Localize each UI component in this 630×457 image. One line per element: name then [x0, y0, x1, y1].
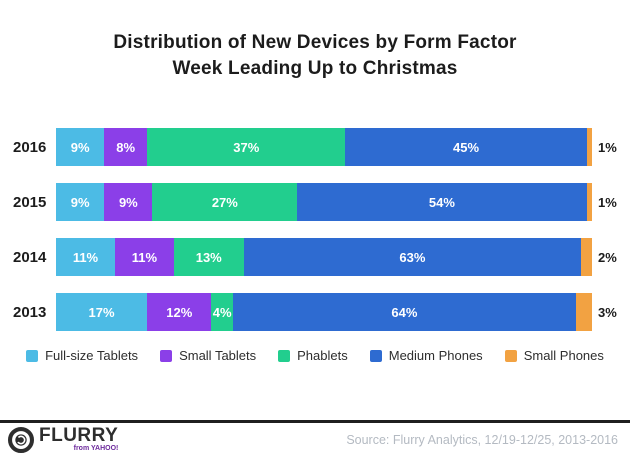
bar-track: 11% 11% 13% 63%: [56, 238, 592, 276]
bar-segment: 64%: [232, 293, 576, 331]
chart-row: 2013 17% 12% 4% 64% 3%: [0, 293, 630, 331]
bar-segment: 63%: [243, 238, 582, 276]
bar-segment: 12%: [147, 293, 212, 331]
row-year-label: 2013: [13, 303, 47, 321]
bar-segment: [581, 238, 592, 276]
bar-segment: 37%: [147, 128, 346, 166]
chart-title-line1: Distribution of New Devices by Form Fact…: [113, 32, 517, 53]
legend-item: Phablets: [278, 348, 348, 363]
bar-segment: 54%: [297, 183, 587, 221]
bar-outside-label: 1%: [598, 194, 617, 210]
bar-segment: [586, 183, 592, 221]
chart-title-line2: Week Leading Up to Christmas: [172, 58, 458, 79]
bar-outside-label: 2%: [598, 249, 617, 265]
legend-label: Medium Phones: [388, 348, 483, 363]
legend-item: Full-size Tablets: [26, 348, 138, 363]
chart-row: 2015 9% 9% 27% 54% 1%: [0, 183, 630, 221]
bar-track: 9% 9% 27% 54%: [56, 183, 592, 221]
legend-label: Small Tablets: [179, 348, 257, 363]
bar-segment: 8%: [104, 128, 148, 166]
chart-row: 2016 9% 8% 37% 45% 1%: [0, 128, 630, 166]
bar-segment: 13%: [173, 238, 244, 276]
source-text: Source: Flurry Analytics, 12/19-12/25, 2…: [346, 433, 618, 447]
stacked-bar-chart: 2016 9% 8% 37% 45% 1% 2015 9% 9% 27% 54% 1% 2014 11% 1…: [0, 128, 630, 331]
legend-item: Small Tablets: [160, 348, 256, 363]
chart-title: Distribution of New Devices by Form Fact…: [0, 30, 630, 82]
brand-subtext: from YAHOO!: [73, 445, 119, 452]
brand-wordmark: FLURRY: [39, 425, 119, 446]
flurry-lens-icon: [8, 427, 34, 453]
bar-segment: [575, 293, 592, 331]
bar-outside-label: 1%: [598, 139, 617, 155]
bar-segment: 4%: [211, 293, 233, 331]
flurry-logo: FLURRY from YAHOO!: [8, 425, 119, 453]
bar-track: 17% 12% 4% 64%: [56, 293, 592, 331]
bar-segment: 27%: [152, 183, 298, 221]
bar-segment: [586, 128, 592, 166]
legend-item: Medium Phones: [369, 348, 483, 363]
footer: FLURRY from YAHOO! Source: Flurry Analyt…: [0, 420, 630, 457]
legend-swatch: [26, 349, 39, 362]
bar-segment: 11%: [114, 238, 174, 276]
bar-segment: 45%: [345, 128, 587, 166]
legend-swatch: [278, 349, 291, 362]
legend-label: Full-size Tablets: [45, 348, 139, 363]
bar-segment: 9%: [56, 183, 105, 221]
bar-track: 9% 8% 37% 45%: [56, 128, 592, 166]
chart-row: 2014 11% 11% 13% 63% 2%: [0, 238, 630, 276]
legend-item: Small Phones: [504, 348, 604, 363]
chart-legend: Full-size Tablets Small Tablets Phablets Me…: [0, 348, 630, 363]
row-year-label: 2015: [13, 193, 47, 211]
bar-segment: 11%: [56, 238, 115, 276]
legend-swatch: [369, 349, 382, 362]
row-year-label: 2014: [13, 248, 47, 266]
bar-segment: 9%: [56, 128, 105, 166]
bar-segment: 9%: [104, 183, 153, 221]
legend-swatch: [504, 349, 517, 362]
footer-divider: [0, 420, 630, 423]
bar-outside-label: 3%: [598, 304, 617, 320]
legend-label: Phablets: [297, 348, 348, 363]
bar-segment: 17%: [56, 293, 148, 331]
legend-swatch: [160, 349, 173, 362]
row-year-label: 2016: [13, 138, 47, 156]
legend-label: Small Phones: [523, 348, 604, 363]
